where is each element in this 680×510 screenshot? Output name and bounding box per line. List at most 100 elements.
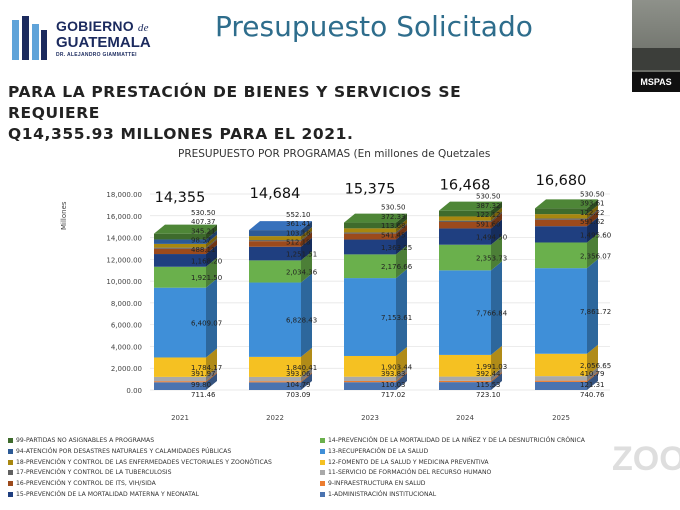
bar-total-label: 14,684 — [250, 186, 301, 202]
legend-swatch — [8, 448, 13, 454]
y-tick-label: 12,000.00 — [106, 256, 142, 264]
data-label: 1,363.25 — [381, 244, 412, 252]
legend-swatch — [320, 448, 325, 454]
y-tick-label: 10,000.00 — [106, 278, 142, 286]
bar-segment — [439, 354, 491, 377]
logo-line3: DR. ALEJANDRO GIAMMATTEI — [56, 52, 137, 58]
data-label: 591.60 — [476, 220, 501, 228]
bar-segment — [535, 380, 587, 382]
participant-video-tile[interactable]: MSPAS — [632, 0, 680, 92]
bar-segment-side — [491, 373, 502, 390]
bar-segment-side — [206, 348, 217, 377]
data-label: 1,251.51 — [286, 251, 317, 259]
bar-segment — [154, 381, 206, 383]
data-label: 2,034.36 — [286, 268, 318, 276]
bar-segment-side — [301, 273, 312, 357]
data-label: 1,921.50 — [191, 274, 222, 282]
bar-total-label: 16,680 — [536, 173, 587, 189]
y-tick-label: 6,000.00 — [111, 322, 142, 330]
bar-segment-side — [491, 345, 502, 377]
data-label: 488.11 — [191, 246, 216, 254]
y-tick-label: 16,000.00 — [106, 213, 142, 221]
chart-title: PRESUPUESTO POR PROGRAMAS (En millones d… — [178, 148, 490, 160]
bar-segment-side — [491, 212, 502, 229]
subtitle-line2: Q14,355.93 MILLONES PARA EL 2021. — [8, 125, 354, 143]
legend-item: 17-PREVENCIÓN Y CONTROL DE LA TUBERCULOS… — [8, 469, 171, 476]
legend-label: 11-SERVICIO DE FORMACIÓN DEL RECURSO HUM… — [328, 469, 492, 477]
data-label: 1,903.44 — [381, 363, 413, 371]
stacked-bar-chart: PRESUPUESTO POR PROGRAMAS (En millones d… — [60, 148, 611, 422]
bar-segment-side — [206, 238, 217, 249]
bar-segment — [344, 239, 396, 255]
bar-segment-side — [301, 232, 312, 247]
data-label: 711.46 — [191, 391, 216, 399]
bar-segment — [344, 232, 396, 234]
data-label: 7,153.61 — [381, 314, 412, 322]
bar-segment — [535, 268, 587, 354]
data-label: 345.21 — [191, 227, 216, 235]
bar-segment — [535, 218, 587, 220]
bar-segment-side — [491, 207, 502, 221]
y-tick-label: 0.00 — [126, 387, 142, 395]
data-label: 2,056.65 — [580, 362, 611, 370]
data-label: 512.18 — [286, 239, 311, 247]
data-label: 1,495.60 — [580, 231, 611, 239]
legend-item: 1-ADMINISTRACIÓN INSTITUCIONAL — [320, 491, 436, 498]
bar-segment-side — [301, 347, 312, 377]
data-label: 410.79 — [580, 370, 605, 378]
bar-segment — [344, 222, 396, 229]
bar-segment — [249, 376, 301, 382]
data-label: 7,861.72 — [580, 308, 611, 316]
bar-segment — [439, 210, 491, 217]
bar-segment-side — [587, 344, 598, 377]
bar-segment — [154, 233, 206, 240]
bar-segment-side — [301, 372, 312, 383]
bar-segment — [154, 376, 206, 382]
data-label: 103.18 — [286, 229, 311, 237]
data-label: 1,991.03 — [476, 363, 507, 371]
bar-segment-side — [206, 224, 217, 240]
data-label: 1,168.20 — [191, 257, 222, 265]
bar-segment — [154, 357, 206, 377]
bar-segment — [249, 241, 301, 247]
bar-segment — [344, 233, 396, 240]
legend-item: 15-PREVENCIÓN DE LA MORTALIDAD MATERNA Y… — [8, 491, 199, 498]
bar-segment-side — [587, 210, 598, 227]
legend-item: 14-PREVENCIÓN DE LA MORTALIDAD DE LA NIÑ… — [320, 437, 585, 444]
bar-segment — [439, 220, 491, 222]
bar-segment — [249, 282, 301, 357]
legend-item: 12-FOMENTO DE LA SALUD Y MEDICINA PREVEN… — [320, 459, 489, 466]
data-label: 530.50 — [476, 193, 501, 201]
bar-segment-side — [587, 372, 598, 390]
bar-segment-side — [396, 224, 407, 240]
bar-segment-side — [396, 367, 407, 381]
x-tick-label: 2021 — [171, 414, 189, 422]
bar-segment-side — [301, 373, 312, 390]
bar-segment-side — [587, 217, 598, 243]
data-label: 122.12 — [476, 211, 501, 219]
logo-line2: GUATEMALA — [56, 34, 151, 51]
data-label: 393.61 — [580, 200, 605, 208]
data-label: 723.10 — [476, 391, 501, 399]
quetzal-emblem-icon — [12, 16, 47, 60]
data-label: 121.31 — [580, 381, 605, 389]
bar-segment — [344, 376, 396, 381]
data-label: 7,766.84 — [476, 310, 508, 318]
bar-segment — [249, 230, 301, 237]
legend-swatch — [320, 481, 325, 487]
data-label: 703.09 — [286, 391, 311, 399]
bar-segment-side — [587, 205, 598, 219]
data-label: 530.50 — [580, 190, 605, 198]
bar-segment-side — [206, 367, 217, 382]
data-label: 6,828.43 — [286, 317, 317, 325]
zoom-watermark: ZOO — [612, 440, 680, 478]
bar-segment-side — [491, 219, 502, 245]
legend-label: 18-PREVENCIÓN Y CONTROL DE LAS ENFERMEDA… — [16, 458, 272, 466]
legend-swatch — [8, 492, 13, 497]
bar-segment — [344, 355, 396, 377]
legend-label: 9-INFRAESTRUCTURA EN SALUD — [328, 480, 426, 488]
legend-item: 11-SERVICIO DE FORMACIÓN DEL RECURSO HUM… — [320, 469, 491, 476]
bar-total-label: 14,355 — [155, 190, 206, 206]
legend-label: 17-PREVENCIÓN Y CONTROL DE LA TUBERCULOS… — [16, 469, 172, 477]
